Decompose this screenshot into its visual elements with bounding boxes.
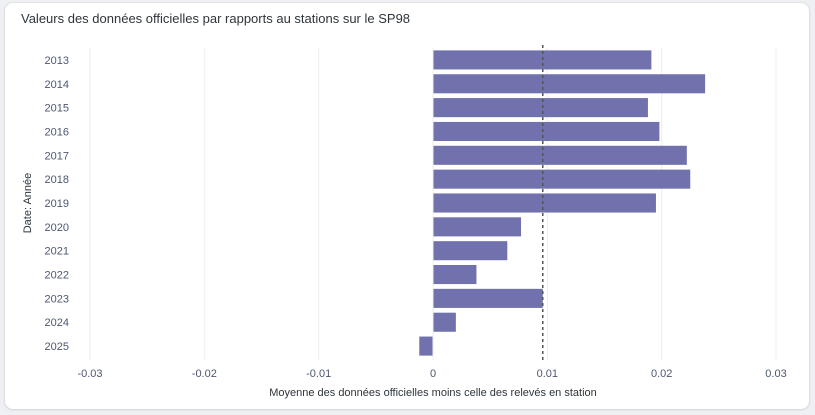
y-tick-label: 2021 (45, 246, 69, 258)
x-tick-label: 0.03 (765, 368, 786, 380)
y-axis-title: Date: Année (22, 173, 34, 234)
y-tick-label: 2020 (45, 222, 69, 234)
x-tick-label: 0.02 (651, 368, 672, 380)
bar (433, 312, 456, 332)
y-tick-label: 2024 (45, 317, 69, 329)
bar (419, 336, 433, 356)
bar-chart: 2013 2014 2015 2016 2017 2018 2019 2020 2021 2022… (22, 45, 787, 399)
y-tick-label: 2019 (45, 198, 69, 210)
bar (433, 74, 706, 94)
bar (433, 193, 656, 213)
bar (433, 145, 687, 165)
x-axis-title: Moyenne des données officielles moins ce… (269, 387, 597, 399)
x-tick-label: -0.01 (306, 368, 331, 380)
chart-title: Valeurs des données officielles par rapp… (21, 11, 411, 26)
y-tick-label: 2022 (45, 270, 69, 282)
bar (433, 169, 691, 189)
chart-card: Valeurs des données officielles par rapp… (5, 3, 809, 409)
bar (433, 217, 522, 237)
y-tick-label: 2017 (45, 150, 69, 162)
x-tick-label: -0.02 (192, 368, 217, 380)
x-tick-label: 0 (430, 368, 436, 380)
y-tick-label: 2025 (45, 341, 69, 353)
y-tick-label: 2014 (45, 79, 69, 91)
bar (433, 121, 660, 141)
bar (433, 241, 508, 261)
bar (433, 265, 477, 285)
y-tick-label: 2016 (45, 126, 69, 138)
y-tick-label: 2015 (45, 103, 69, 115)
x-tick-label: 0.01 (537, 368, 558, 380)
bar (433, 288, 543, 308)
x-tick-label: -0.03 (77, 368, 102, 380)
y-tick-label: 2018 (45, 174, 69, 186)
y-tick-label: 2023 (45, 293, 69, 305)
bar (433, 98, 648, 118)
y-tick-label: 2013 (45, 55, 69, 67)
